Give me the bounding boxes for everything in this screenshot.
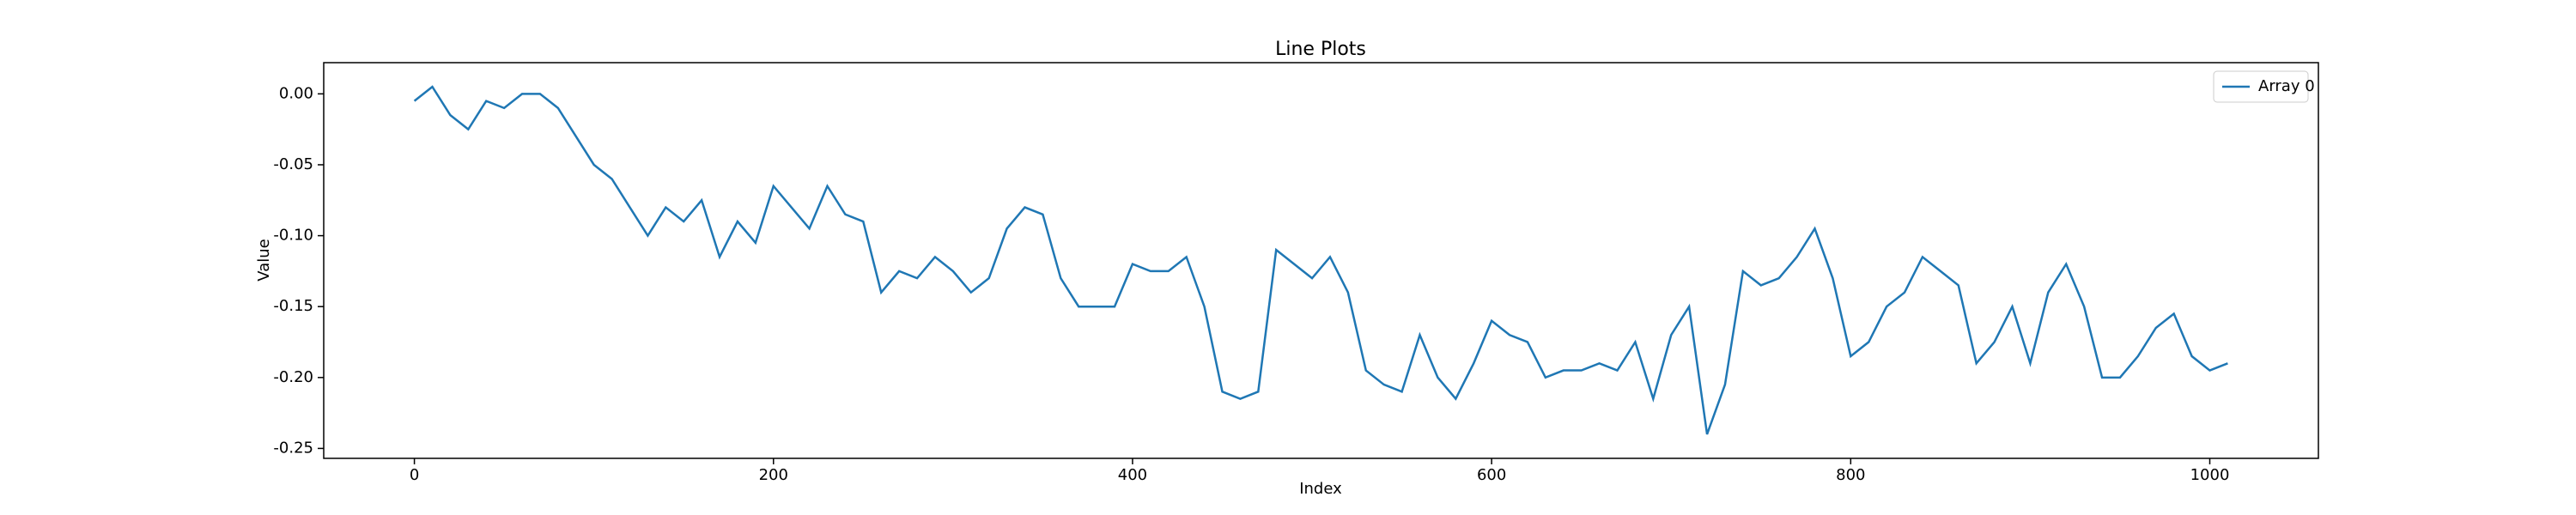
y-axis-label: Value: [255, 239, 273, 281]
x-tick-label: 400: [1118, 466, 1147, 484]
y-tick-label: 0.00: [279, 84, 313, 102]
chart-title: Line Plots: [1275, 39, 1366, 60]
y-tick-label: -0.10: [273, 227, 313, 245]
legend-label: Array 0: [2258, 77, 2315, 95]
x-tick-label: 0: [410, 466, 419, 484]
y-tick-label: -0.20: [273, 368, 313, 386]
y-tick-label: -0.05: [273, 155, 313, 173]
y-tick-label: -0.15: [273, 297, 313, 315]
y-tick-label: -0.25: [273, 439, 313, 457]
x-tick-label: 1000: [2190, 466, 2230, 484]
x-tick-label: 600: [1477, 466, 1506, 484]
x-tick-label: 200: [759, 466, 788, 484]
x-axis-label: Index: [1299, 480, 1342, 498]
plot-area: [323, 62, 2319, 459]
data-line: [413, 85, 2228, 435]
legend-box: [2213, 70, 2309, 103]
x-tick-label: 800: [1836, 466, 1865, 484]
